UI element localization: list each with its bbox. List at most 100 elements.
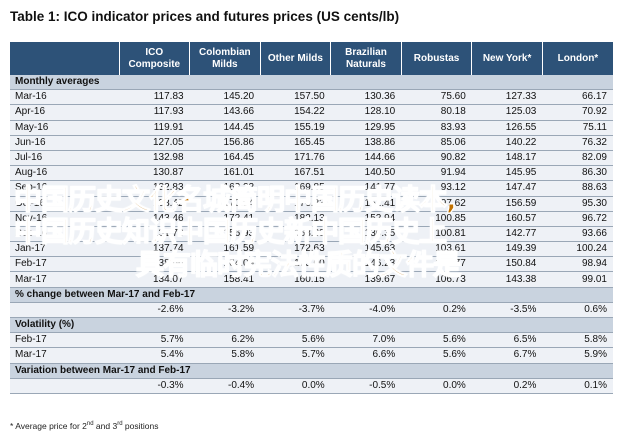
value-cell: 117.83 bbox=[119, 89, 190, 105]
value-cell: 95.30 bbox=[542, 196, 613, 212]
value-cell: 160.57 bbox=[471, 211, 543, 227]
footnote-prefix: * Average price for 2 bbox=[10, 421, 87, 431]
value-cell: 143.66 bbox=[189, 104, 261, 121]
row-label-cell bbox=[10, 378, 119, 394]
table-row: Jan-17 137.74 161.59 172.63 145.63 103.61 149.… bbox=[10, 241, 613, 257]
value-cell: 83.93 bbox=[401, 120, 472, 136]
value-cell: 145.20 bbox=[189, 89, 261, 105]
row-label-cell: Jan-17 bbox=[10, 241, 119, 257]
row-label-cell: Feb-17 bbox=[10, 256, 119, 272]
value-cell: 90.82 bbox=[401, 150, 472, 166]
table-title: Table 1: ICO indicator prices and future… bbox=[10, 9, 400, 24]
value-cell: 138.66 bbox=[119, 256, 190, 272]
value-cell: 149.39 bbox=[471, 241, 543, 257]
value-cell: 119.91 bbox=[119, 120, 190, 136]
value-cell: 137.74 bbox=[119, 241, 190, 257]
value-cell: 5.9% bbox=[542, 347, 613, 364]
header-robustas: Robustas bbox=[401, 42, 473, 75]
footnote: * Average price for 2nd and 3rd position… bbox=[10, 421, 158, 431]
row-label-cell: Aug-16 bbox=[10, 165, 119, 181]
value-cell: 0.0% bbox=[401, 378, 472, 394]
value-cell: 97.62 bbox=[401, 196, 472, 212]
table-row: Apr-16 117.93 143.66 154.22 128.10 80.18 125.0… bbox=[10, 104, 613, 121]
value-cell: 0.2% bbox=[471, 378, 543, 394]
value-cell: 85.06 bbox=[401, 135, 472, 151]
value-cell: 0.0% bbox=[260, 378, 331, 394]
value-cell: 100.24 bbox=[542, 241, 613, 257]
table-header-row: ICO Composite Colombian Milds Other Milds … bbox=[10, 42, 613, 75]
value-cell: 154.22 bbox=[260, 104, 331, 121]
footnote-middle: and 3 bbox=[93, 421, 118, 431]
value-cell: -4.0% bbox=[330, 302, 402, 318]
value-cell: 157.50 bbox=[260, 89, 331, 105]
value-cell: 127.33 bbox=[471, 89, 543, 105]
value-cell: 144.66 bbox=[330, 150, 402, 166]
section-label: Volatility (%) bbox=[10, 317, 613, 334]
value-cell: 6.2% bbox=[189, 332, 261, 348]
value-cell: 93.12 bbox=[401, 180, 472, 196]
header-brazilian-naturals: Brazilian Naturals bbox=[330, 42, 402, 75]
value-cell: 163.22 bbox=[189, 180, 261, 196]
row-label-cell: Jul-16 bbox=[10, 150, 119, 166]
row-label-cell: Apr-16 bbox=[10, 104, 119, 121]
value-cell: 150.84 bbox=[471, 256, 543, 272]
table-row: Feb-17 138.66 164.09 173.00 146.23 106.77 150.… bbox=[10, 256, 613, 272]
value-cell: 151.41 bbox=[330, 196, 402, 212]
value-cell: 80.18 bbox=[401, 104, 472, 121]
value-cell: 143.46 bbox=[119, 211, 190, 227]
header-cell bbox=[10, 42, 120, 75]
value-cell: 86.30 bbox=[542, 165, 613, 181]
row-label-cell bbox=[10, 302, 119, 318]
value-cell: 6.6% bbox=[330, 347, 402, 364]
value-cell: 0.1% bbox=[542, 378, 613, 394]
value-cell: 145.63 bbox=[330, 241, 402, 257]
footnote-sup-rd: rd bbox=[117, 421, 123, 428]
table-row: Mar-17 134.07 158.41 160.15 139.67 106.73 143.… bbox=[10, 271, 613, 288]
value-cell: -0.4% bbox=[189, 378, 261, 394]
value-cell: 182.13 bbox=[260, 211, 331, 227]
row-label-cell: Nov-16 bbox=[10, 211, 119, 227]
section-label: % change between Mar-17 and Feb-17 bbox=[10, 287, 613, 303]
value-cell: 164.09 bbox=[189, 256, 261, 272]
value-cell: 82.09 bbox=[542, 150, 613, 166]
value-cell: 5.7% bbox=[260, 347, 331, 364]
header-label: ICO Composite bbox=[128, 46, 181, 70]
table-row: Sep-16 132.83 163.22 169.85 141.77 93.12 147.4… bbox=[10, 180, 613, 196]
section-label: Variation between Mar-17 and Feb-17 bbox=[10, 363, 613, 379]
value-cell: 7.0% bbox=[330, 332, 402, 348]
value-cell: 76.32 bbox=[542, 135, 613, 151]
value-cell: 145.95 bbox=[471, 165, 543, 181]
value-cell: 103.61 bbox=[401, 241, 472, 257]
value-cell: 148.17 bbox=[471, 150, 543, 166]
header-other-milds: Other Milds bbox=[260, 42, 332, 75]
value-cell: 171.76 bbox=[260, 150, 331, 166]
header-label: New York* bbox=[482, 52, 532, 64]
section-header-row: Variation between Mar-17 and Feb-17 bbox=[10, 363, 613, 379]
row-label-cell: Dec-16 bbox=[10, 226, 119, 242]
value-cell: 167.51 bbox=[260, 165, 331, 181]
value-cell: 172.41 bbox=[189, 211, 261, 227]
value-cell: 129.95 bbox=[330, 120, 402, 136]
value-cell: 128.10 bbox=[330, 104, 402, 121]
value-cell: 93.66 bbox=[542, 226, 613, 242]
table-row: May-16 119.91 144.45 155.19 129.95 83.93 126.5… bbox=[10, 120, 613, 136]
value-cell: 100.81 bbox=[401, 226, 472, 242]
value-cell: -3.2% bbox=[189, 302, 261, 318]
value-cell: -3.7% bbox=[260, 302, 331, 318]
section-header-row: Monthly averages bbox=[10, 75, 613, 91]
table-row: -2.6% -3.2% -3.7% -4.0% 0.2% -3.5% 0.6% bbox=[10, 302, 613, 318]
value-cell: 134.07 bbox=[119, 271, 190, 288]
value-cell: 176.23 bbox=[260, 196, 331, 212]
value-cell: 141.77 bbox=[330, 180, 402, 196]
section-header-row: % change between Mar-17 and Feb-17 bbox=[10, 287, 613, 303]
value-cell: 117.93 bbox=[119, 104, 190, 121]
value-cell: 126.55 bbox=[471, 120, 543, 136]
value-cell: -3.5% bbox=[471, 302, 543, 318]
value-cell: 165.45 bbox=[260, 135, 331, 151]
header-label: Other Milds bbox=[267, 52, 323, 64]
value-cell: 5.7% bbox=[119, 332, 190, 348]
value-cell: 170.94 bbox=[189, 196, 261, 212]
header-new-york: New York* bbox=[471, 42, 543, 75]
value-cell: 130.87 bbox=[119, 165, 190, 181]
header-label: London* bbox=[557, 52, 599, 64]
